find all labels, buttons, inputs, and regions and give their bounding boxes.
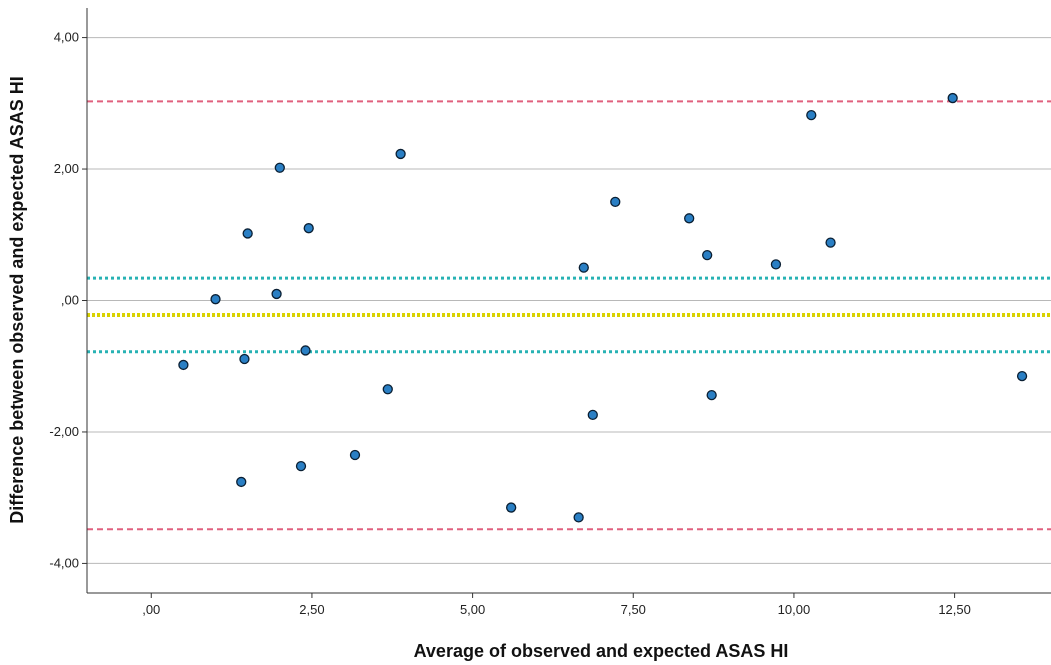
x-tick-label: ,00 bbox=[142, 602, 160, 617]
gridlines bbox=[87, 37, 1051, 564]
y-tick-label: -2,00 bbox=[49, 424, 79, 439]
data-point bbox=[274, 162, 285, 173]
data-point bbox=[702, 249, 713, 261]
data-point bbox=[770, 259, 782, 270]
tick-labels: -4,00 -2,00 ,00 2,00 4,00 ,00 2,50 5,00 7,50 10,0… bbox=[49, 30, 971, 617]
data-point bbox=[395, 148, 406, 160]
x-tick-label: 7,50 bbox=[621, 602, 646, 617]
data-point bbox=[236, 476, 247, 488]
data-point bbox=[271, 288, 282, 300]
data-point bbox=[573, 512, 584, 523]
data-point bbox=[300, 345, 311, 356]
y-tick-label: 4,00 bbox=[54, 30, 79, 45]
y-tick-label: -4,00 bbox=[49, 555, 79, 570]
x-tick-label: 2,50 bbox=[299, 602, 324, 617]
data-point bbox=[610, 196, 621, 208]
data-point bbox=[210, 294, 221, 305]
x-axis-title: Average of observed and expected ASAS HI bbox=[414, 641, 789, 661]
data-point bbox=[578, 262, 589, 273]
data-point bbox=[239, 353, 250, 365]
data-point bbox=[684, 213, 695, 224]
y-tick-label: 2,00 bbox=[54, 161, 79, 176]
data-point bbox=[706, 390, 717, 401]
y-tick-label: ,00 bbox=[61, 293, 79, 308]
y-axis-title: Difference between observed and expected… bbox=[7, 76, 27, 523]
data-point bbox=[947, 92, 958, 104]
data-point bbox=[825, 237, 836, 248]
data-point bbox=[303, 223, 314, 234]
data-point bbox=[506, 502, 517, 513]
data-point bbox=[1016, 370, 1028, 382]
data-point bbox=[178, 359, 189, 371]
data-point bbox=[295, 460, 307, 472]
x-tick-label: 5,00 bbox=[460, 602, 485, 617]
x-tick-label: 12,50 bbox=[938, 602, 971, 617]
data-point bbox=[382, 384, 393, 395]
data-point bbox=[349, 449, 361, 461]
data-points bbox=[178, 92, 1028, 523]
x-tick-label: 10,00 bbox=[778, 602, 811, 617]
data-point bbox=[242, 228, 253, 239]
data-point bbox=[587, 409, 598, 421]
reference-lines bbox=[87, 100, 1051, 531]
data-point bbox=[806, 109, 817, 121]
